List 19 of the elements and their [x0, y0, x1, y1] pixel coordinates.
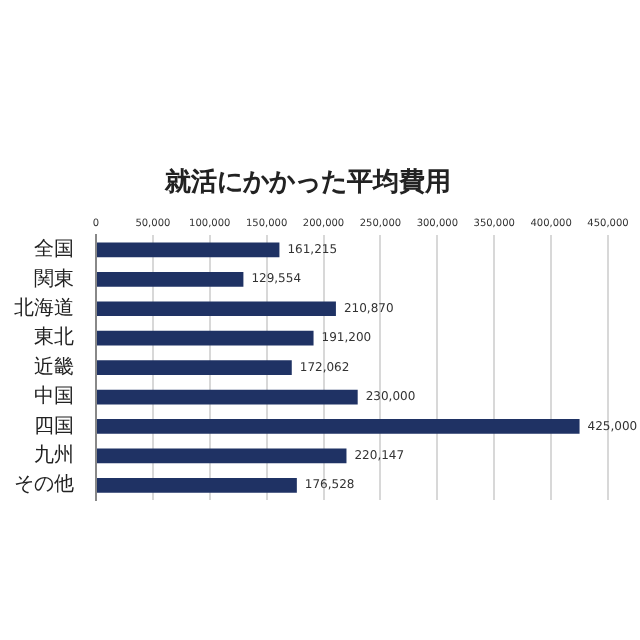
bar	[97, 389, 358, 405]
y-tick-label: 四国	[34, 415, 74, 438]
bar	[97, 419, 580, 434]
y-tick-label: 東北	[34, 325, 74, 350]
bar	[97, 301, 336, 317]
bar	[97, 477, 297, 493]
y-tick-label: 北海道	[14, 295, 74, 320]
bar	[97, 360, 292, 375]
chart-title: 就活にかかった平均費用	[163, 166, 451, 199]
bar	[97, 242, 280, 258]
y-tick-label: 近畿	[34, 354, 74, 379]
bar	[97, 330, 314, 346]
bar	[97, 448, 347, 464]
y-tick-label: その他	[14, 472, 74, 497]
y-tick-label: 関東	[34, 266, 74, 291]
bar	[97, 271, 244, 287]
y-tick-label: 中国	[34, 384, 74, 409]
y-tick-label: 全国	[34, 237, 74, 262]
y-tick-label: 九州	[34, 443, 74, 468]
